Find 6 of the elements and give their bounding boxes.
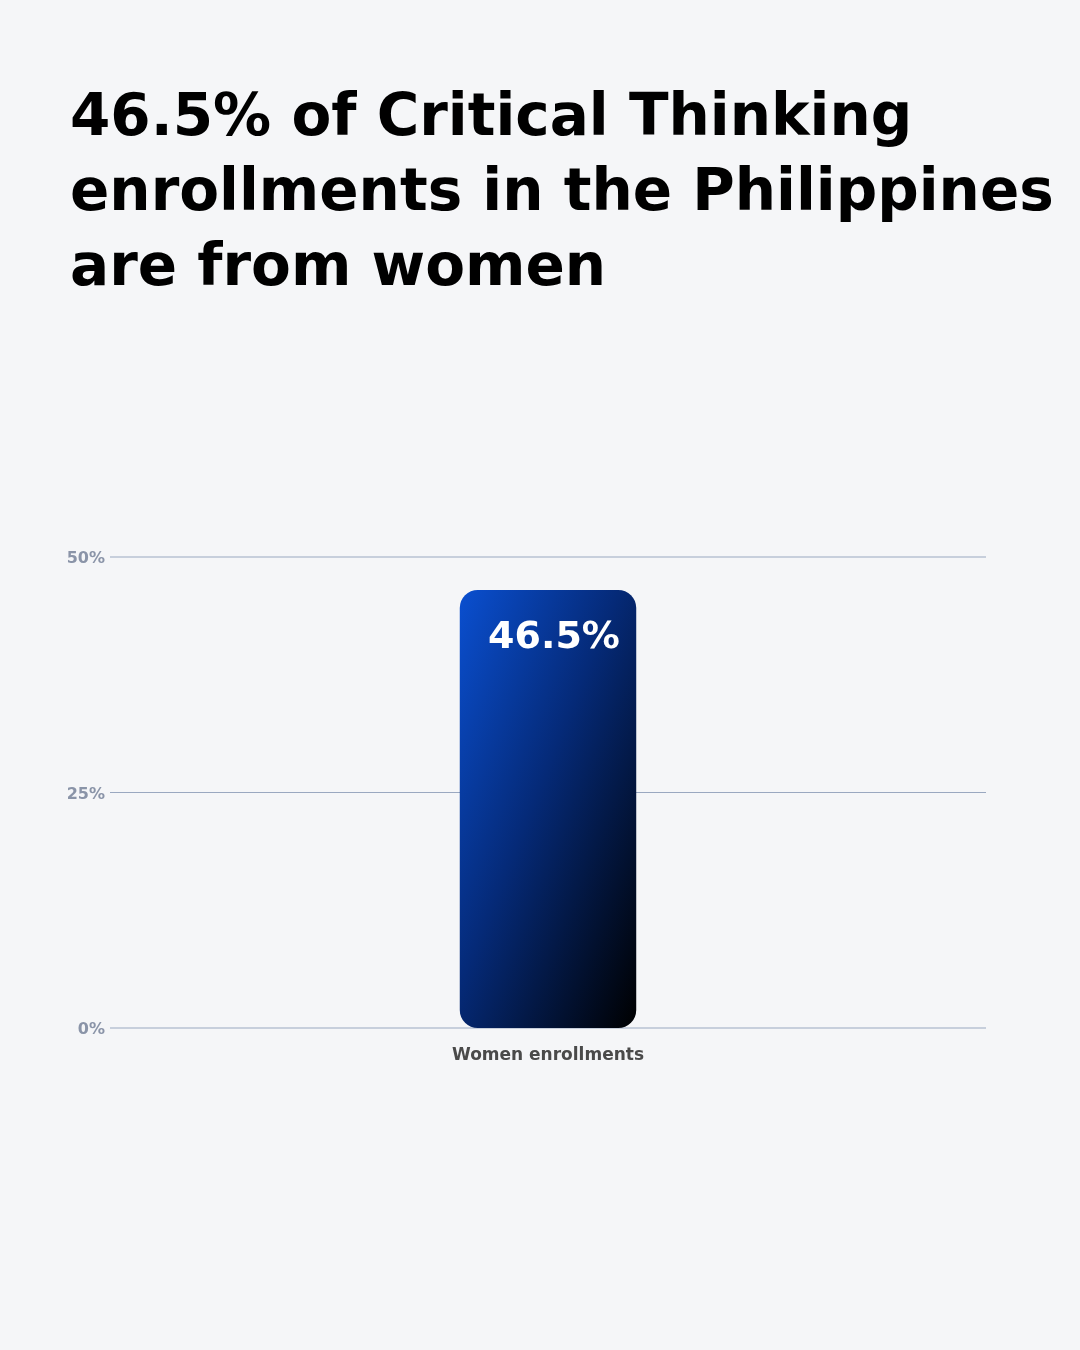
y-tick-label: 50%	[66, 548, 105, 567]
y-tick-label: 25%	[66, 783, 105, 803]
x-tick-label: Women enrollments	[451, 1044, 645, 1064]
chart-title: 46.5% of Critical Thinking enrollments in the Philippines are from women	[70, 81, 1054, 299]
data-label: 46.5%	[488, 612, 620, 657]
y-tick-label: 0%	[77, 1019, 105, 1038]
